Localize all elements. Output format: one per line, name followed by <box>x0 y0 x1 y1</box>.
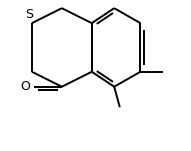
Text: S: S <box>25 8 33 21</box>
Text: O: O <box>20 80 30 93</box>
